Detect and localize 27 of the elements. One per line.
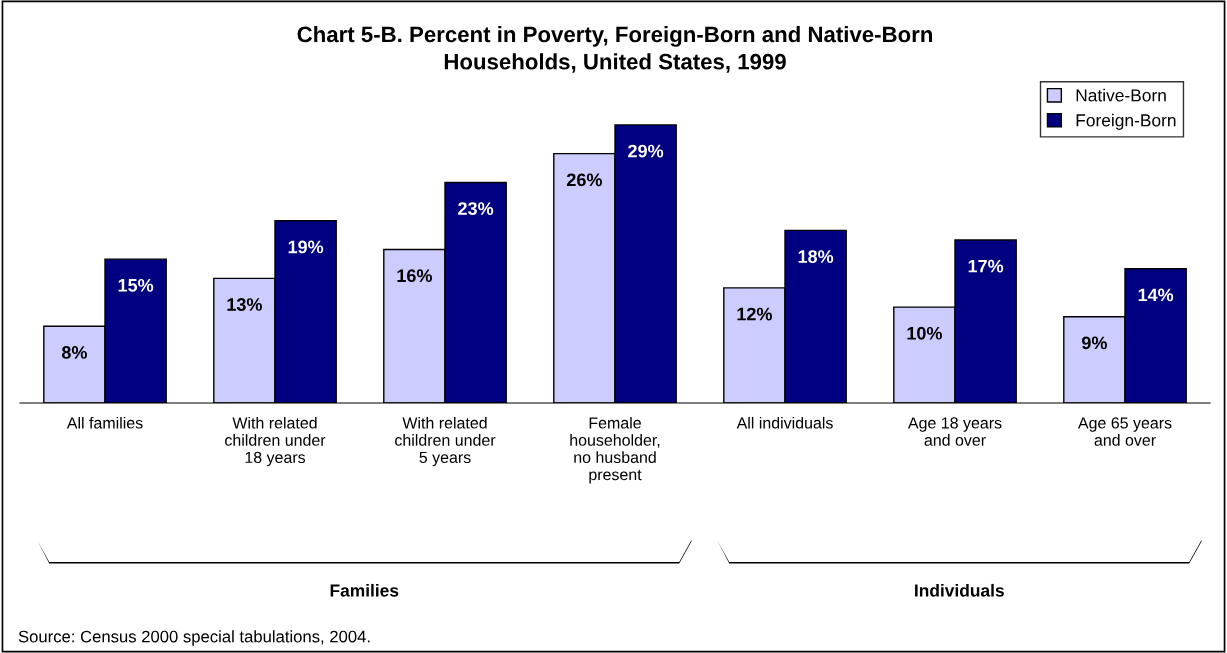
data-label: 9% [1081, 336, 1107, 350]
data-label: 10% [907, 326, 942, 340]
data-label: 23% [458, 202, 494, 216]
x-tick-label: With related children under 5 years [395, 416, 496, 467]
x-tick-label: With related children under 18 years [225, 416, 326, 467]
text: Families [330, 583, 399, 597]
data-label: 26% [566, 173, 602, 187]
legend-label: Native-Born [1076, 88, 1166, 102]
x-tick-label: All families [66, 416, 143, 429]
chart-title: Chart 5-B. Percent in Poverty, Foreign-Born and Native-Born Households, United States, 1999 [297, 25, 933, 73]
x-tick-label: Age 18 years and over [907, 417, 1002, 446]
data-label: 19% [288, 240, 324, 254]
data-label: 29% [628, 144, 664, 158]
legend-label: Foreign-Born [1076, 113, 1176, 130]
data-label: 12% [737, 307, 772, 321]
data-label: 17% [968, 259, 1004, 273]
x-tick-label: Age 65 years and over [1077, 417, 1172, 446]
data-label: 8% [61, 346, 87, 359]
x-tick-label: Female householder, no husband present [570, 416, 660, 484]
x-tick-label: All individuals [736, 416, 833, 429]
data-label: 15% [118, 278, 154, 292]
source-note: Source: Census 2000 special tabulations, 2004. [18, 630, 370, 646]
data-label: 18% [798, 250, 834, 263]
data-label: 14% [1138, 288, 1174, 302]
data-label: 16% [397, 269, 432, 283]
data-label: 13% [227, 298, 262, 311]
text: Individuals [915, 583, 1004, 597]
